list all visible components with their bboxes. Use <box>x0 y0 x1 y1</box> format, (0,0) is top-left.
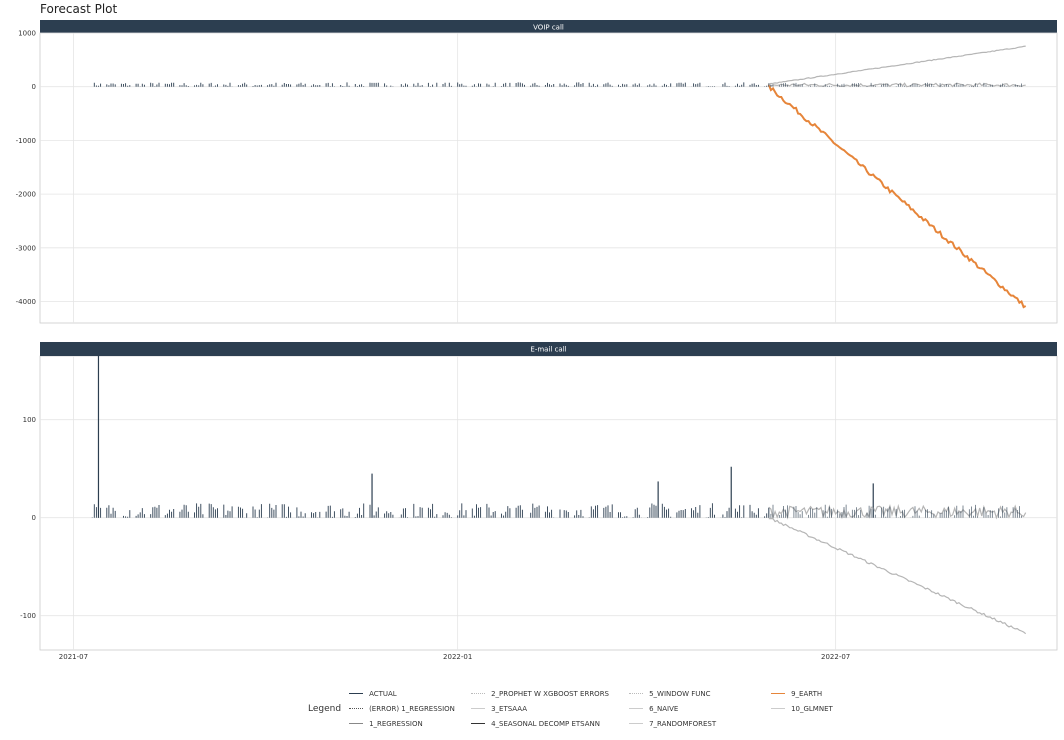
series-actual <box>91 503 770 518</box>
y-tick-label: 1000 <box>18 30 36 38</box>
legend-label: 3_ETSAAA <box>491 704 528 713</box>
legend-item: 1_REGRESSION <box>349 716 471 731</box>
legend-item: 3_ETSAAA <box>471 701 629 716</box>
panel-voip: VOIP call 1000 0 -1000 -2000 -3000 -4000 <box>16 20 1058 324</box>
legend-label: 5_WINDOW FUNC <box>649 689 711 698</box>
y-tick-label: -2000 <box>16 191 36 199</box>
panel-frame <box>39 355 1058 651</box>
strip-label: VOIP call <box>533 24 564 32</box>
x-tick-label: 2022-01 <box>443 653 472 661</box>
legend-item: ACTUAL <box>349 686 471 701</box>
legend-key <box>771 708 786 709</box>
legend-item: 6_NAIVE <box>629 701 771 716</box>
legend-key <box>349 693 364 694</box>
panel-frame <box>39 32 1058 324</box>
legend-item: 9_EARTH <box>771 686 841 701</box>
legend-key <box>629 708 644 709</box>
legend-label: 2_PROPHET W XGBOOST ERRORS <box>491 689 609 698</box>
series-forecast <box>768 82 1026 88</box>
series-actual <box>93 82 770 87</box>
legend-key <box>471 693 486 694</box>
y-tick-label: -1000 <box>16 137 36 145</box>
strip-background <box>40 342 1057 356</box>
x-tick-label: 2021-07 <box>59 653 88 661</box>
legend-item: 7_RANDOMFOREST <box>629 716 771 731</box>
panel-email: E-mail call 100 0 -100 2021-07 2022-01 2022-07 <box>20 342 1058 661</box>
legend-title: Legend <box>308 703 342 714</box>
legend-key <box>629 693 644 694</box>
y-tick-label: -4000 <box>16 298 36 306</box>
legend-key <box>629 723 644 724</box>
legend-key <box>349 708 364 709</box>
legend-item: 4_SEASONAL DECOMP ETSANN <box>471 716 629 731</box>
strip-background <box>40 20 1057 33</box>
legend-key <box>349 723 364 724</box>
legend-label: ACTUAL <box>369 689 397 698</box>
legend-label: 4_SEASONAL DECOMP ETSANN <box>491 719 601 728</box>
legend: Legend ACTUAL (ERROR) 1_REGRESSION 1_REGRE… <box>308 686 921 731</box>
legend-grid: ACTUAL (ERROR) 1_REGRESSION 1_REGRESSION 2_… <box>349 686 921 731</box>
strip-label: E-mail call <box>530 346 566 354</box>
series-forecast <box>768 517 1027 635</box>
legend-item: 10_GLMNET <box>771 701 841 716</box>
series-forecast-spikes <box>768 82 1022 87</box>
y-tick-label: 0 <box>32 514 36 522</box>
y-tick-label: -100 <box>20 612 36 620</box>
x-tick-label: 2022-07 <box>821 653 850 661</box>
plot-title: Forecast Plot <box>40 2 118 16</box>
series-forecast <box>768 45 1026 85</box>
legend-item: 2_PROPHET W XGBOOST ERRORS <box>471 686 629 701</box>
legend-key <box>471 723 486 724</box>
legend-label: 7_RANDOMFOREST <box>649 719 717 728</box>
forecast-chart: VOIP call10000-1000-2000-3000-4000E-mail… <box>16 20 1058 661</box>
legend-label: 9_EARTH <box>791 689 823 698</box>
legend-label: 1_REGRESSION <box>369 719 423 728</box>
y-tick-label: 100 <box>23 416 36 424</box>
legend-label: 10_GLMNET <box>791 704 833 713</box>
legend-key <box>471 708 486 709</box>
legend-label: (ERROR) 1_REGRESSION <box>369 704 455 713</box>
legend-item: 5_WINDOW FUNC <box>629 686 771 701</box>
legend-label: 6_NAIVE <box>649 704 679 713</box>
legend-key <box>771 693 786 694</box>
y-tick-label: 0 <box>32 83 36 91</box>
series-earth <box>767 84 1027 309</box>
y-tick-label: -3000 <box>16 244 36 252</box>
legend-item: (ERROR) 1_REGRESSION <box>349 701 471 716</box>
series-forecast-spikes <box>768 504 1022 518</box>
series-forecast <box>768 503 1027 520</box>
